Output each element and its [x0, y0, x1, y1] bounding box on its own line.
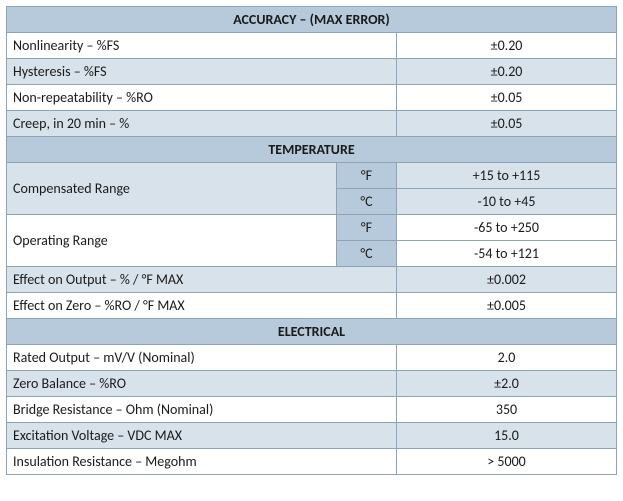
spec-label: Rated Output – mV/V (Nominal) [7, 345, 397, 371]
spec-label: Zero Balance – %RO [7, 371, 397, 397]
spec-value: ±0.05 [397, 85, 617, 111]
section-header-accuracy: ACCURACY – (MAX ERROR) [7, 7, 617, 33]
table-row: Effect on Zero – %RO / °F MAX ±0.005 [7, 293, 617, 319]
spec-value: -65 to +250 [397, 215, 617, 241]
spec-value: ±0.005 [397, 293, 617, 319]
spec-unit: °F [337, 163, 397, 189]
spec-label: Excitation Voltage – VDC MAX [7, 423, 397, 449]
section-header-electrical: ELECTRICAL [7, 319, 617, 345]
spec-label: Compensated Range [7, 163, 337, 215]
spec-value: +15 to +115 [397, 163, 617, 189]
spec-value: ±0.002 [397, 267, 617, 293]
spec-value: -54 to +121 [397, 241, 617, 267]
spec-label: Operating Range [7, 215, 337, 267]
spec-label: Insulation Resistance – Megohm [7, 449, 397, 475]
spec-label: Non-repeatability – %RO [7, 85, 397, 111]
table-row: Non-repeatability – %RO ±0.05 [7, 85, 617, 111]
spec-value: ±0.05 [397, 111, 617, 137]
spec-unit: °C [337, 241, 397, 267]
spec-label: Nonlinearity – %FS [7, 33, 397, 59]
table-row: Insulation Resistance – Megohm > 5000 [7, 449, 617, 475]
table-row: Nonlinearity – %FS ±0.20 [7, 33, 617, 59]
spec-value: -10 to +45 [397, 189, 617, 215]
spec-unit: °F [337, 215, 397, 241]
table-row: Hysteresis – %FS ±0.20 [7, 59, 617, 85]
spec-value: ±0.20 [397, 33, 617, 59]
spec-table: ACCURACY – (MAX ERROR) Nonlinearity – %F… [6, 6, 617, 475]
table-row: Excitation Voltage – VDC MAX 15.0 [7, 423, 617, 449]
spec-value: ±2.0 [397, 371, 617, 397]
spec-value: > 5000 [397, 449, 617, 475]
table-row: Compensated Range °F +15 to +115 [7, 163, 617, 189]
table-row: Zero Balance – %RO ±2.0 [7, 371, 617, 397]
spec-label: Hysteresis – %FS [7, 59, 397, 85]
spec-label: Effect on Output – % / °F MAX [7, 267, 397, 293]
spec-value: 15.0 [397, 423, 617, 449]
spec-label: Bridge Resistance – Ohm (Nominal) [7, 397, 397, 423]
spec-value: 350 [397, 397, 617, 423]
spec-label: Effect on Zero – %RO / °F MAX [7, 293, 397, 319]
table-row: Rated Output – mV/V (Nominal) 2.0 [7, 345, 617, 371]
section-header-temperature: TEMPERATURE [7, 137, 617, 163]
spec-unit: °C [337, 189, 397, 215]
table-row: Effect on Output – % / °F MAX ±0.002 [7, 267, 617, 293]
table-row: Operating Range °F -65 to +250 [7, 215, 617, 241]
table-row: Creep, in 20 min – % ±0.05 [7, 111, 617, 137]
table-row: Bridge Resistance – Ohm (Nominal) 350 [7, 397, 617, 423]
spec-value: 2.0 [397, 345, 617, 371]
spec-value: ±0.20 [397, 59, 617, 85]
spec-label: Creep, in 20 min – % [7, 111, 397, 137]
